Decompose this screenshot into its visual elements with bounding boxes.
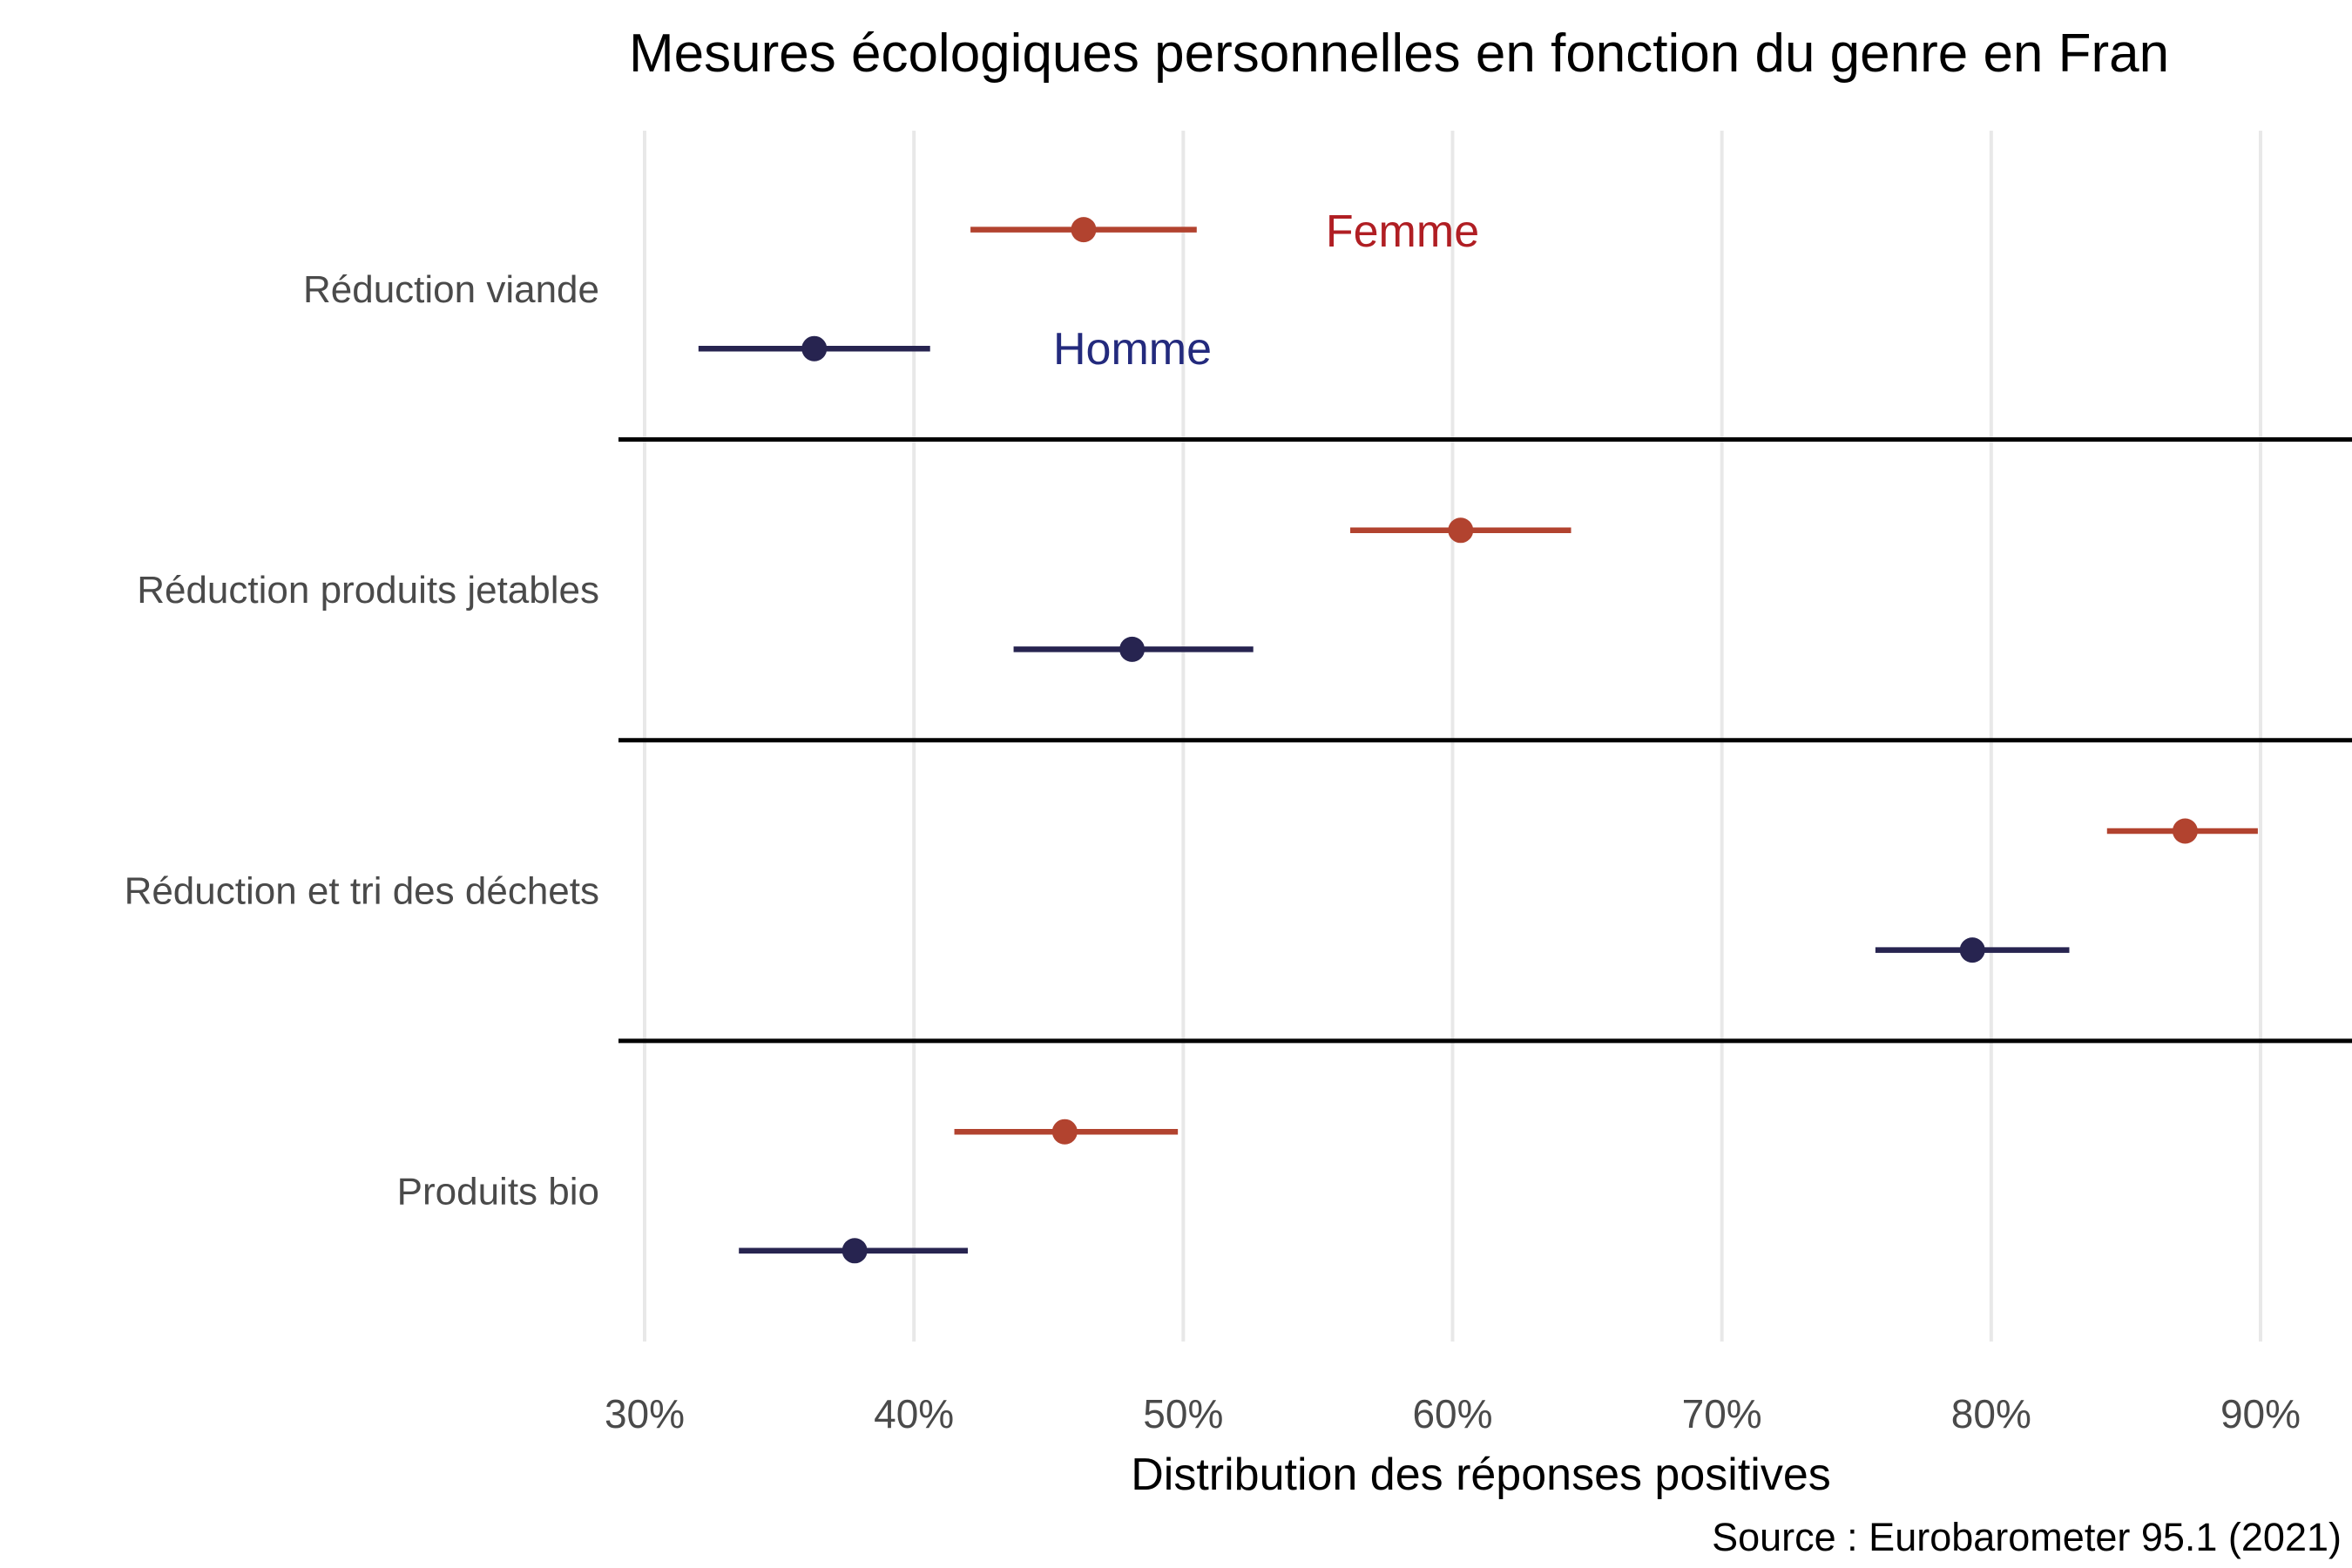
legend-homme-label: Homme [1053,324,1212,375]
legend-layer: Femme Homme [1053,206,1479,375]
category-label: Produits bio [397,1171,599,1213]
data-point [1051,1119,1078,1145]
data-point [841,1238,868,1264]
x-tick-label: 40% [874,1391,954,1436]
category-label: Réduction et tri des déchets [125,869,599,912]
gridlines-layer [643,131,2263,1342]
data-point [1119,636,1146,662]
category-label: Réduction viande [303,268,599,311]
x-tick-label: 90% [2220,1391,2301,1436]
data-point [2172,818,2198,844]
chart-title: Mesures écologiques personnelles en fonc… [629,24,2169,84]
x-axis-title: Distribution des réponses positives [1131,1450,1831,1500]
data-point [1959,937,1985,963]
facet-separators-layer [618,437,2352,1044]
source-caption: Source : Eurobarometer 95.1 (2021) [1712,1515,2342,1559]
legend-femme-label: Femme [1326,206,1479,257]
data-point [801,335,828,362]
x-tick-label: 50% [1143,1391,1223,1436]
category-label: Réduction produits jetables [137,569,599,612]
x-tick-label: 80% [1951,1391,2031,1436]
data-point [1448,517,1474,544]
x-tick-label: 30% [605,1391,685,1436]
axis-labels-layer: 30% 40% 50% 60% 70% 80% 90% Réduction viande Réd… [125,268,2301,1436]
data-point [1071,217,1097,243]
x-tick-label: 70% [1682,1391,1762,1436]
data-points-layer [698,217,2258,1264]
x-tick-label: 60% [1412,1391,1492,1436]
